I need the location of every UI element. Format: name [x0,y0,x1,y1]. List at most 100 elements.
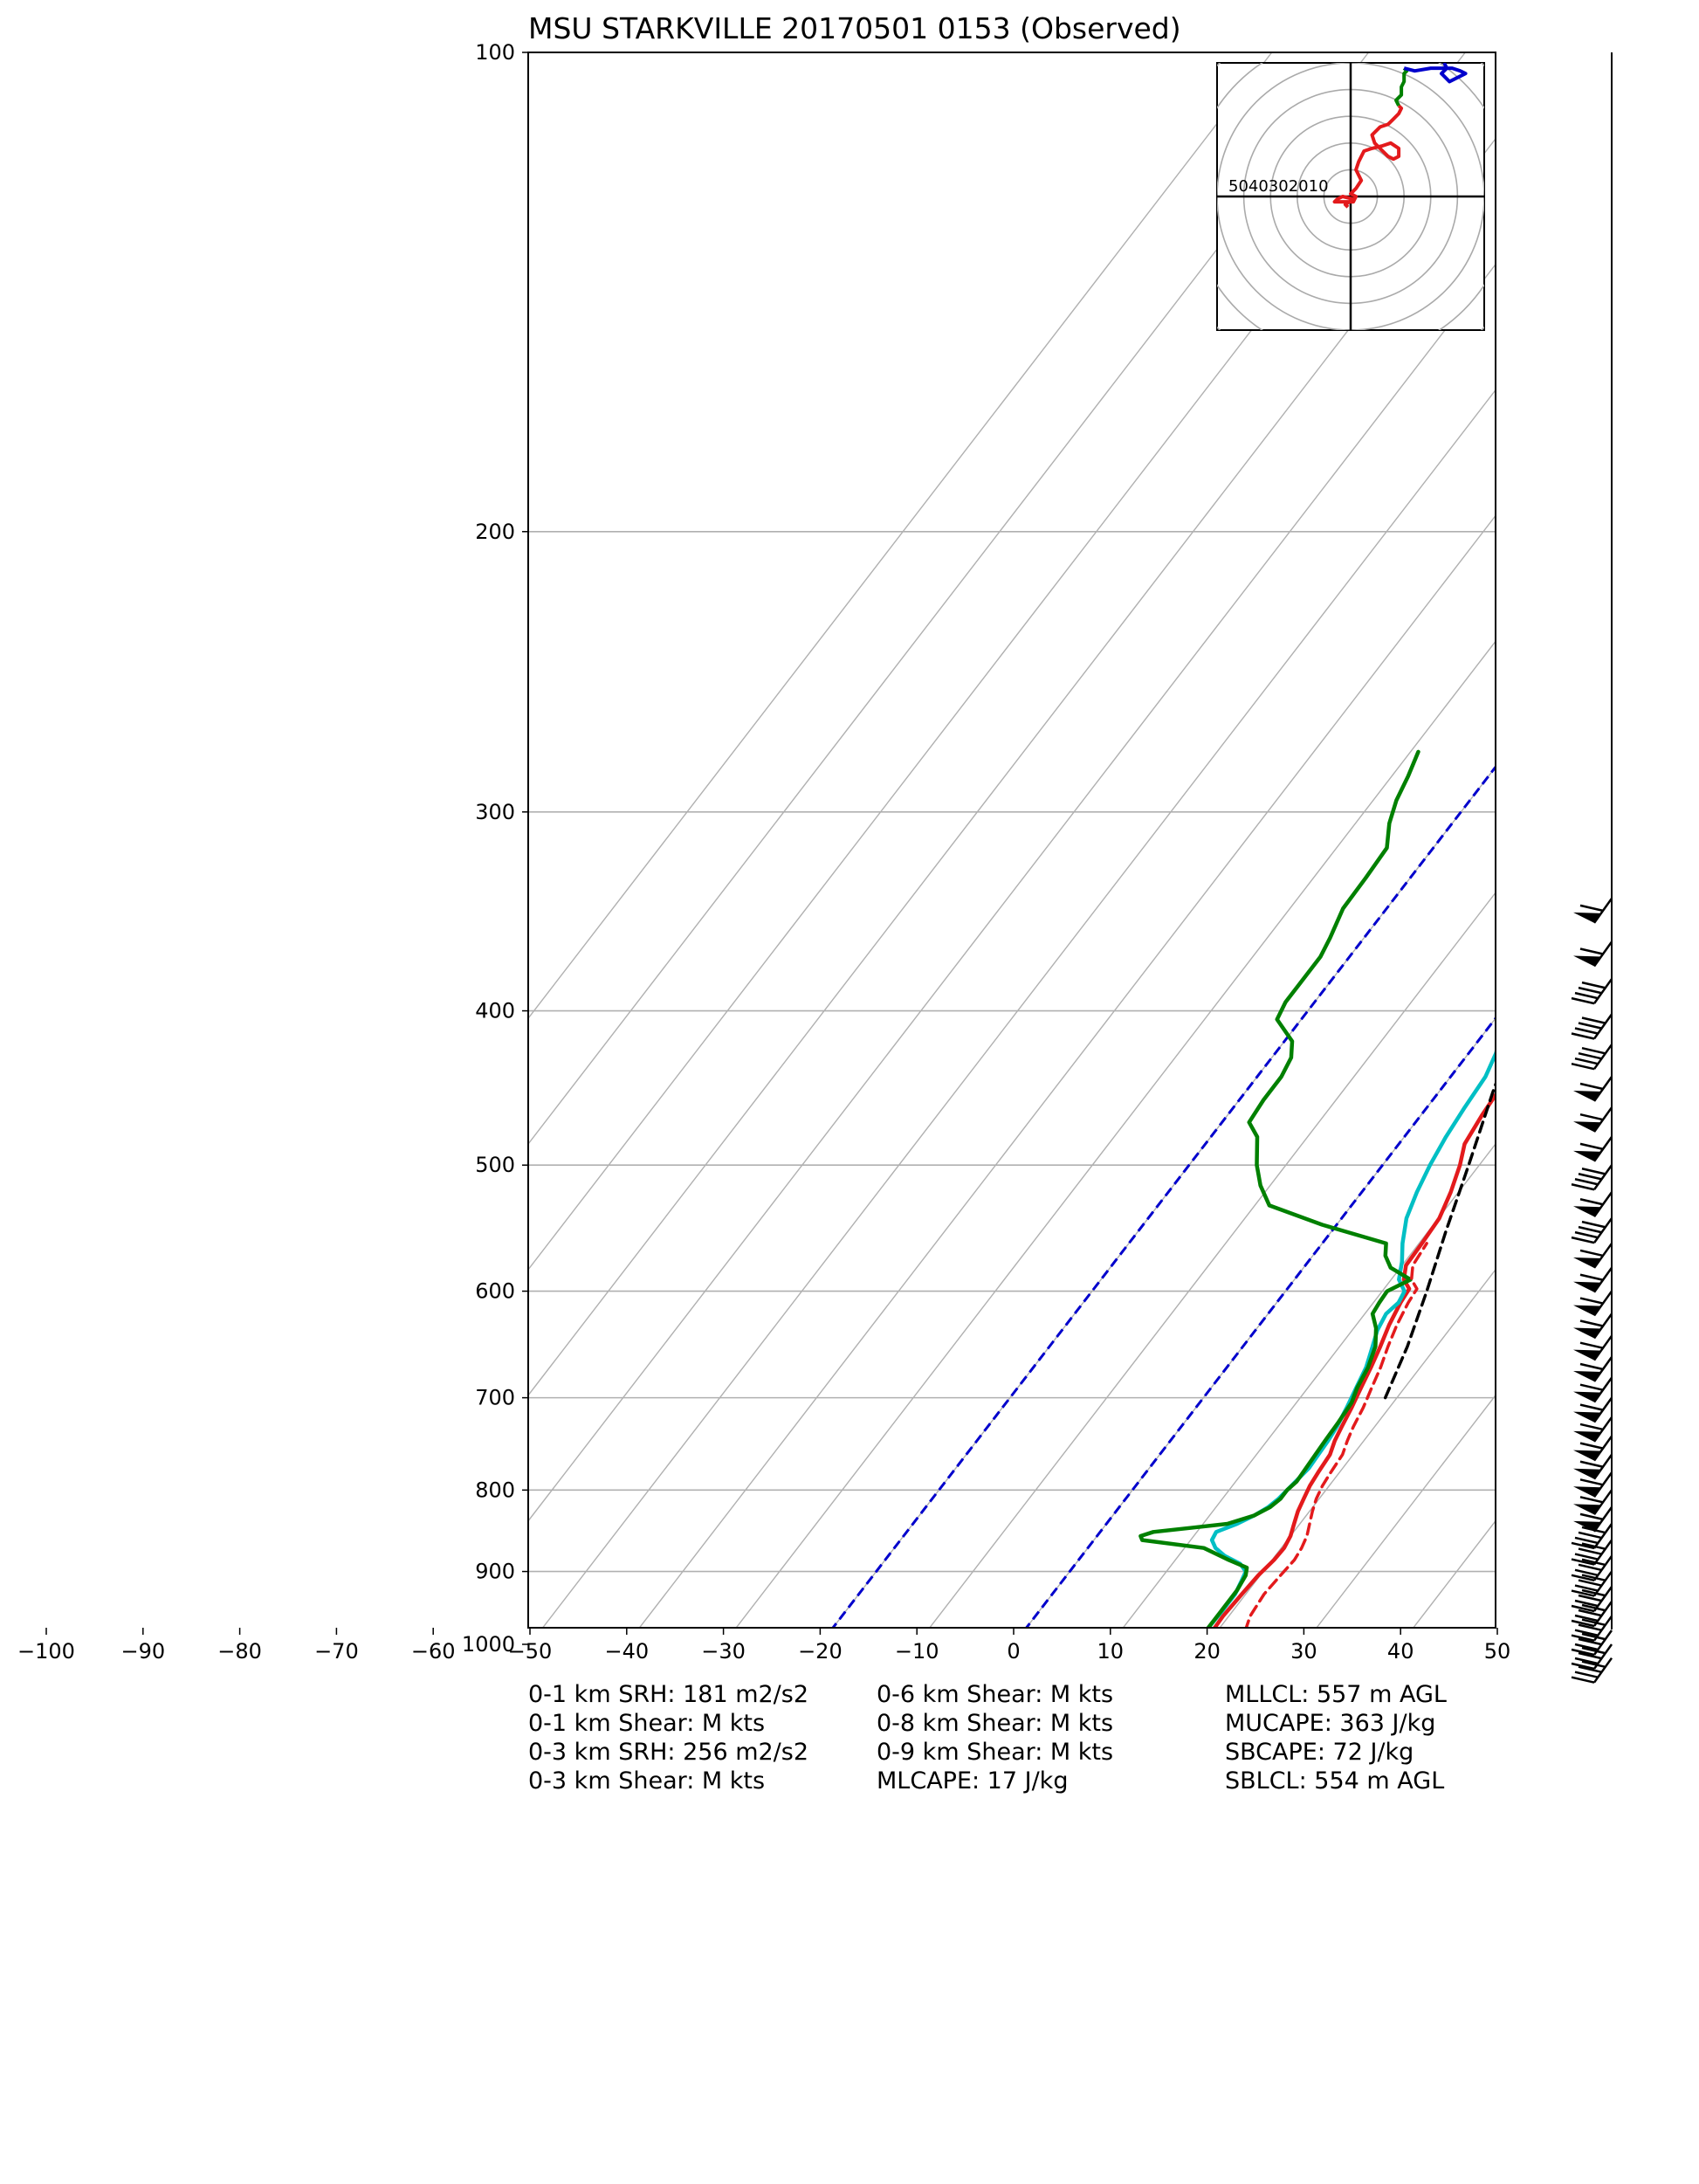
isotherm-line [928,892,1496,1628]
wind-barb [1571,1523,1613,1550]
wind-barb [1573,1506,1613,1533]
x-tick-label: −50 [508,1639,553,1664]
stat-line: MLCAPE: 17 J/kg [877,1767,1069,1795]
stat-line: SBCAPE: 72 J/kg [1225,1739,1414,1766]
isotherm-line [1122,1142,1496,1628]
wind-barb [1573,1076,1613,1102]
y-tick-label: 300 [475,800,515,824]
wind-barb [1571,1217,1613,1244]
isotherm-line [528,52,1273,1020]
wind-barb [1573,1396,1613,1423]
x-tick-label: 40 [1387,1639,1414,1664]
x-tick-label: −30 [701,1639,746,1664]
wind-barb [1571,1586,1613,1613]
wind-barb-column [1571,52,1613,1684]
x-tick-label: −60 [411,1639,456,1664]
wind-barb [1573,1290,1613,1317]
stat-line: 0-6 km Shear: M kts [877,1681,1114,1708]
wind-barb [1573,1106,1613,1133]
hodograph-plot [1217,63,1484,330]
wind-barb [1573,1334,1613,1361]
plot-frame [527,52,1496,1629]
wind-barb [1573,1376,1613,1403]
y-tick-label: 1000 [462,1632,515,1657]
x-tick-label: −100 [17,1639,75,1664]
x-tick-label: 20 [1193,1639,1221,1664]
wind-barb [1571,1601,1613,1628]
wind-barb [1573,1356,1613,1382]
x-tick-label: 30 [1290,1639,1317,1664]
isotherm-line [541,389,1496,1628]
stat-line: 0-1 km SRH: 181 m2/s2 [528,1681,809,1708]
temperature-line [1212,1091,1496,1628]
wind-barb [1571,1570,1613,1597]
isotherm-line [528,52,1370,1146]
isotherm-line [1316,1394,1496,1628]
wind-barb [1571,1629,1613,1657]
wind-barb [1571,1539,1613,1566]
wind-barb [1573,1191,1613,1218]
hodograph-trace [1403,63,1468,84]
stat-line: MLLCL: 557 m AGL [1225,1681,1447,1708]
wind-barb [1573,1267,1613,1293]
highlight-isotherm-line [1024,1016,1496,1628]
chart-title: MSU STARKVILLE 20170501 0153 (Observed) [528,11,1181,45]
x-tick-label: −90 [120,1639,165,1664]
x-tick-label: −70 [314,1639,359,1664]
wind-barb [1573,1312,1613,1340]
highlight-isotherm-line [831,764,1496,1628]
stats-column-1: 0-1 km SRH: 181 m2/s2 0-1 km Shear: M kt… [528,1680,808,1795]
y-tick-label: 900 [475,1560,515,1584]
x-tick-label: 0 [1007,1639,1020,1664]
x-tick-label: −10 [895,1639,939,1664]
stat-line: 0-1 km Shear: M kts [528,1710,766,1737]
x-tick-label: −40 [604,1639,649,1664]
y-tick-label: 700 [475,1386,515,1410]
hodograph-trace [1394,66,1409,107]
y-tick-label: 800 [475,1478,515,1502]
x-tick-label: 10 [1097,1639,1125,1664]
y-tick-label: 400 [475,999,515,1023]
hodograph: 5040302010 [1216,62,1485,331]
wind-barb [1573,1136,1613,1162]
wind-barb [1573,1453,1613,1480]
wind-barb [1571,1013,1613,1040]
wind-barb [1571,1555,1613,1582]
stats-column-3: MLLCL: 557 m AGL MUCAPE: 363 J/kg SBCAPE… [1225,1680,1447,1795]
wind-barb [1573,1416,1613,1443]
series-layer [1138,749,1496,1628]
parcel-line [1383,1079,1496,1400]
x-tick-label: 50 [1484,1639,1511,1664]
y-tick-label: 500 [475,1153,515,1177]
stat-line: 0-8 km Shear: M kts [877,1710,1114,1737]
isotherm-line [1665,52,1699,1678]
wind-barb [1571,1164,1613,1191]
wind-barb [1573,898,1613,924]
isotherm-line [1219,1268,1496,1628]
wind-barb [1573,1435,1613,1462]
isotherm-line [638,514,1496,1628]
hodograph-trace [1332,104,1404,209]
y-tick-label: 200 [475,520,515,544]
x-tick-label: −80 [217,1639,262,1664]
dewpoint-green-line [1138,749,1420,1628]
y-tick-label: 600 [475,1279,515,1304]
y-tick-label: 100 [475,40,515,65]
wind-barb [1571,1044,1613,1071]
wind-barb [1573,1243,1613,1269]
wind-barb [1573,940,1613,968]
hodograph-ring-labels: 5040302010 [1228,177,1329,196]
virtual-temperature-line [1244,1242,1428,1628]
stat-line: 0-3 km SRH: 256 m2/s2 [528,1739,809,1766]
stat-line: 0-9 km Shear: M kts [877,1739,1114,1766]
stats-column-2: 0-6 km Shear: M kts 0-8 km Shear: M kts … [877,1680,1113,1795]
wind-barb [1571,978,1613,1005]
wind-barb [1573,1471,1613,1498]
stat-line: SBLCL: 554 m AGL [1225,1767,1445,1795]
stat-line: 0-3 km Shear: M kts [528,1767,766,1795]
isotherm-line [735,640,1496,1628]
x-tick-label: −20 [798,1639,843,1664]
stat-line: MUCAPE: 363 J/kg [1225,1710,1436,1737]
